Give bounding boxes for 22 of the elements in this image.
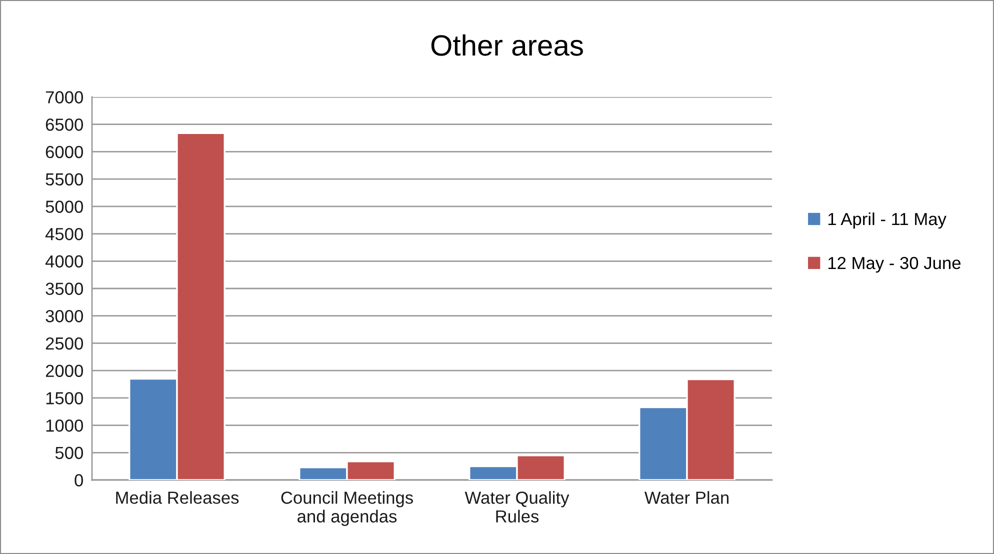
y-tick-label: 500 <box>55 446 83 460</box>
y-tick-label: 5000 <box>46 200 83 213</box>
y-tick-label: 2000 <box>46 364 83 378</box>
legend-label: 1 April - 11 May <box>828 212 946 229</box>
y-tick-label: 1000 <box>46 419 83 432</box>
y-tick-label: 7000 <box>46 91 83 104</box>
y-tick-label: 5500 <box>46 173 83 186</box>
y-tick-label: 3500 <box>46 282 83 295</box>
y-tick-label: 6000 <box>46 146 83 158</box>
x-tick-label: Media Releases <box>116 491 239 504</box>
y-tick-label: 4000 <box>45 255 83 268</box>
y-tick-label: 4500 <box>45 228 83 240</box>
y-tick-label: 2500 <box>46 337 83 350</box>
legend-label: 12 May - 30 June <box>828 256 960 273</box>
y-tick-label: 3000 <box>46 310 83 322</box>
x-tick-label: Council Meetings and agendas <box>281 491 413 526</box>
x-tick-label: Water Quality Rules <box>464 491 570 523</box>
y-tick-label: 6500 <box>46 118 83 131</box>
chart-title: Other areas <box>431 34 583 56</box>
y-tick-label: 1500 <box>46 392 83 404</box>
y-tick-label: 0 <box>74 474 83 486</box>
x-tick-label: Water Plan <box>644 491 728 504</box>
